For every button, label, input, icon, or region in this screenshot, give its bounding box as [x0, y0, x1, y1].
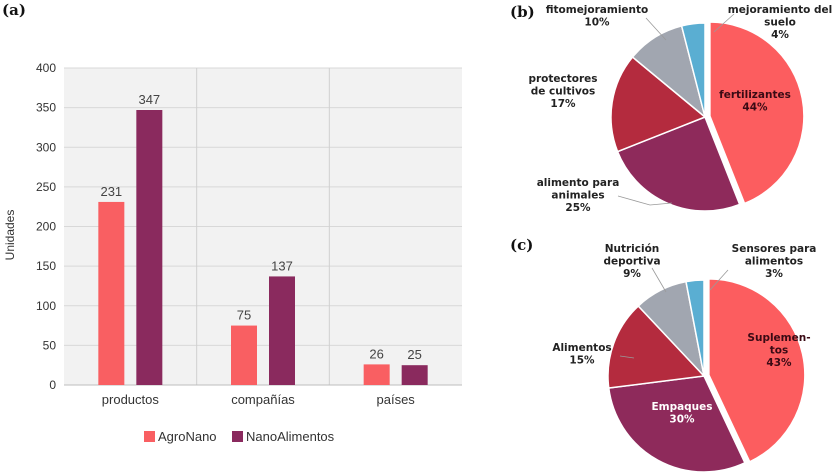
pie-slice-0	[708, 278, 806, 463]
data-label: 25	[407, 347, 421, 362]
pie-slice-1	[607, 375, 746, 473]
data-label: 26	[369, 346, 383, 361]
pie-label-1: Empaques 30%	[651, 401, 712, 426]
pie-chart-b: fertilizantes 44% alimento para animales 25%…	[528, 4, 832, 214]
bar-chart-plot-area: 0 50 100 150 200 250 300 350 400 231 347 productos 7…	[36, 61, 462, 407]
bar-nanoalimentos-0	[136, 110, 163, 385]
data-label: 347	[138, 92, 160, 107]
pie-label-3: fitomejoramiento 10%	[546, 4, 649, 29]
pie-label-1: alimento para animales 25%	[537, 177, 620, 214]
pie-slice-2	[607, 304, 706, 389]
data-label: 137	[271, 258, 293, 273]
x-tick-label: productos	[102, 392, 160, 407]
pie-slice-4	[685, 279, 705, 377]
data-label: 231	[100, 184, 122, 199]
x-tick-label: países	[377, 392, 416, 407]
y-axis-title: Unidades	[3, 210, 17, 261]
y-tick-label: 0	[49, 378, 56, 392]
data-label: 75	[237, 308, 251, 323]
pie-label-2: protectores de cultivos 17%	[528, 73, 597, 110]
legend: AgroNano NanoAlimentos	[144, 429, 335, 444]
y-tick-label: 150	[36, 259, 56, 273]
bar-agronano-2	[363, 364, 390, 385]
pie-slice-4	[680, 22, 706, 118]
legend-label-agronano: AgroNano	[158, 429, 217, 444]
x-tick-label: compañías	[231, 392, 295, 407]
pie-chart-c: Suplemen-tos 43% Empaques 30% Alimentos 15% Nu…	[552, 243, 817, 473]
pie-label-2: Alimentos 15%	[552, 342, 611, 367]
leader-line	[713, 13, 735, 33]
pie-label-0: fertilizantes 44%	[719, 89, 791, 114]
legend-swatch-agronano	[144, 431, 155, 442]
pie-slice-2	[610, 56, 707, 153]
leader-line	[619, 355, 635, 359]
y-tick-label: 350	[36, 101, 56, 115]
leader-line	[617, 195, 673, 206]
pie-label-4: mejoramiento del suelo 4%	[728, 4, 832, 41]
panel-b-label: (b)	[510, 3, 535, 21]
y-tick-label: 300	[36, 140, 56, 154]
y-tick-label: 250	[36, 180, 56, 194]
pie-label-3: Nutrición deportiva 9%	[603, 243, 660, 280]
pie-slice-0	[709, 21, 805, 205]
y-tick-label: 50	[43, 338, 57, 352]
y-tick-label: 400	[36, 61, 56, 75]
legend-swatch-nanoalimentos	[232, 431, 243, 442]
panel-a-label: (a)	[2, 1, 26, 19]
bar-nanoalimentos-2	[401, 365, 428, 385]
leader-line	[645, 17, 667, 41]
leader-line	[709, 269, 729, 291]
y-tick-label: 100	[36, 299, 56, 313]
bar-agronano-1	[231, 325, 257, 385]
pie-label-0: Suplemen-tos 43%	[747, 332, 810, 369]
legend-label-nanoalimentos: NanoAlimentos	[246, 429, 335, 444]
bar-agronano-0	[98, 201, 125, 385]
y-tick-label: 200	[36, 220, 56, 234]
pie-label-4: Sensores para alimentos 3%	[732, 243, 817, 280]
leader-line	[651, 267, 667, 293]
panel-c-label: (c)	[510, 236, 533, 254]
bar-nanoalimentos-1	[269, 276, 295, 385]
